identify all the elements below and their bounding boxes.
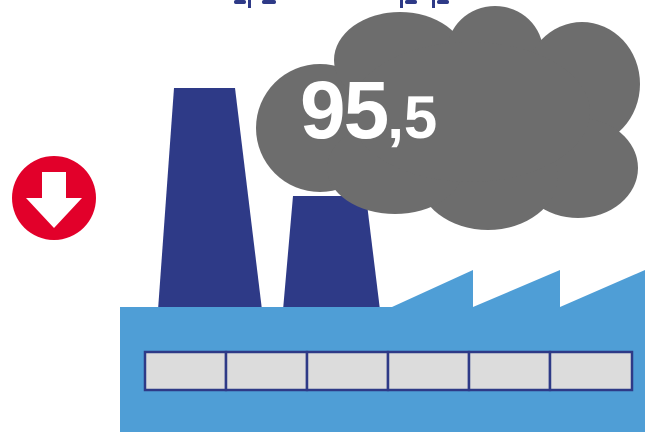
value-separator: , bbox=[387, 84, 404, 151]
left-chimney bbox=[158, 88, 262, 310]
cropped-title-fragment bbox=[234, 0, 449, 8]
window-strip bbox=[143, 350, 634, 392]
value-integer: 95 bbox=[300, 65, 389, 156]
emission-value: 95,5 bbox=[300, 70, 437, 152]
smoke-cloud bbox=[256, 6, 640, 230]
value-decimal: 5 bbox=[403, 84, 438, 151]
down-arrow-icon bbox=[12, 156, 96, 240]
right-chimney bbox=[283, 196, 380, 310]
